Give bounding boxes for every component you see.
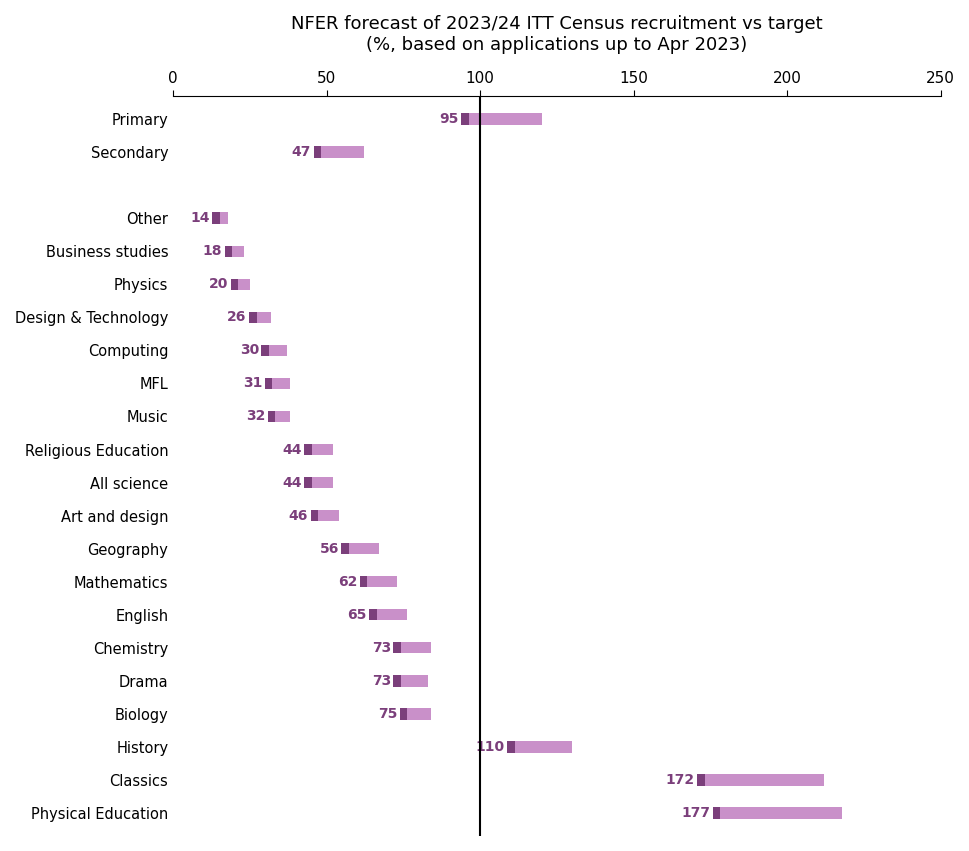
Bar <box>231 278 238 290</box>
Bar <box>266 345 287 357</box>
Text: 18: 18 <box>203 244 222 259</box>
Text: 14: 14 <box>190 211 209 226</box>
Text: 65: 65 <box>347 608 366 622</box>
Text: 73: 73 <box>371 674 391 688</box>
Text: 30: 30 <box>239 344 259 357</box>
Text: 46: 46 <box>289 509 308 523</box>
Bar <box>393 642 401 654</box>
Bar <box>216 213 229 224</box>
Bar <box>313 146 321 158</box>
Bar <box>249 311 257 323</box>
Text: 47: 47 <box>292 146 311 159</box>
Title: NFER forecast of 2023/24 ITT Census recruitment vs target
(%, based on applicati: NFER forecast of 2023/24 ITT Census recr… <box>291 15 822 54</box>
Text: 75: 75 <box>377 707 396 721</box>
Bar <box>363 576 397 587</box>
Bar <box>267 411 275 422</box>
Bar <box>359 576 367 587</box>
Text: 62: 62 <box>337 574 357 589</box>
Bar <box>229 246 243 257</box>
Bar <box>507 741 515 752</box>
Text: 177: 177 <box>680 806 709 820</box>
Bar <box>716 807 841 819</box>
Bar <box>341 543 349 554</box>
Bar <box>308 443 332 455</box>
Text: 26: 26 <box>227 311 246 324</box>
Bar <box>310 510 318 522</box>
Bar <box>268 378 290 389</box>
Bar <box>308 477 332 488</box>
Bar <box>314 510 338 522</box>
Bar <box>368 609 376 620</box>
Bar <box>464 113 541 125</box>
Bar <box>317 146 363 158</box>
Bar <box>234 278 250 290</box>
Text: 31: 31 <box>242 376 262 391</box>
Bar <box>397 642 430 654</box>
Text: 73: 73 <box>371 641 391 654</box>
Bar <box>372 609 406 620</box>
Bar <box>403 708 430 720</box>
Text: 44: 44 <box>282 443 301 456</box>
Text: 20: 20 <box>208 277 228 291</box>
Text: 110: 110 <box>475 740 504 754</box>
Text: 32: 32 <box>245 409 265 424</box>
Bar <box>511 741 572 752</box>
Bar <box>212 213 220 224</box>
Bar <box>460 113 468 125</box>
Bar <box>304 477 312 488</box>
Bar <box>225 246 233 257</box>
Bar <box>253 311 271 323</box>
Bar <box>701 774 823 785</box>
Bar <box>271 411 290 422</box>
Bar <box>712 807 720 819</box>
Bar <box>304 443 312 455</box>
Text: 44: 44 <box>282 476 301 489</box>
Text: 56: 56 <box>319 541 338 556</box>
Bar <box>262 345 268 357</box>
Bar <box>393 675 401 687</box>
Bar <box>265 378 272 389</box>
Bar <box>399 708 407 720</box>
Bar <box>397 675 427 687</box>
Bar <box>697 774 704 785</box>
Text: 95: 95 <box>439 112 458 126</box>
Bar <box>345 543 379 554</box>
Text: 172: 172 <box>665 773 694 787</box>
